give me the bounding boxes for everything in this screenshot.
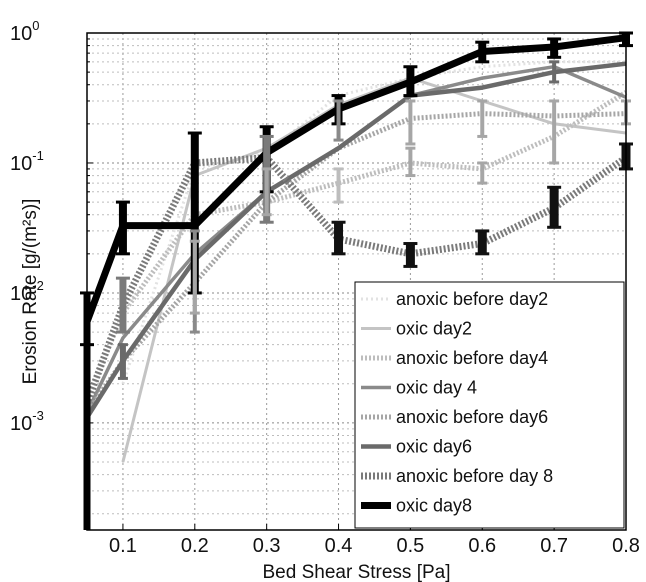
legend-label-3: anoxic before day4 bbox=[396, 348, 548, 368]
x-tick-label: 0.1 bbox=[109, 535, 137, 557]
legend-label-8: oxic day8 bbox=[396, 496, 472, 516]
plot-frame bbox=[86, 32, 627, 531]
y-tick-label: 10-2 bbox=[10, 278, 44, 305]
y-tick-label: 100 bbox=[10, 18, 39, 45]
legend-label-6: oxic day6 bbox=[396, 437, 472, 457]
x-tick-label: 0.8 bbox=[612, 535, 640, 557]
x-tick-label: 0.2 bbox=[181, 535, 209, 557]
y-axis-label-group: Erosion Rate [g/(m²s)] bbox=[20, 199, 41, 385]
series-line-2 bbox=[121, 76, 627, 463]
x-tick-label: 0.7 bbox=[540, 535, 568, 557]
legend-label-7: anoxic before day 8 bbox=[396, 466, 553, 486]
legend-label-5: anoxic before day6 bbox=[396, 407, 548, 427]
legend-label-4: oxic day 4 bbox=[396, 378, 477, 398]
legend-box bbox=[354, 281, 625, 529]
x-tick-label: 0.4 bbox=[325, 535, 353, 557]
y-axis-label: Erosion Rate [g/(m²s)] bbox=[20, 199, 41, 385]
legend-label-1: anoxic before day2 bbox=[396, 289, 548, 309]
legend: anoxic before day2 oxic day2 anoxic before… bbox=[354, 281, 625, 529]
x-tick-label: 0.6 bbox=[468, 535, 496, 557]
legend-label-2: oxic day2 bbox=[396, 319, 472, 339]
y-tick-label: 10-3 bbox=[10, 408, 44, 435]
x-axis-label: Bed Shear Stress [Pa] bbox=[263, 562, 451, 582]
y-tick-label: 10-1 bbox=[10, 148, 44, 175]
x-tick-label: 0.3 bbox=[253, 535, 281, 557]
axis-ticks: 0.1 0.2 0.3 0.4 0.5 0.6 0.7 0.8 10-3 10-2 10-1 100 bbox=[10, 18, 640, 557]
x-tick-label: 0.5 bbox=[396, 535, 424, 557]
series-line-5 bbox=[84, 111, 627, 415]
series-line-6 bbox=[85, 61, 627, 419]
